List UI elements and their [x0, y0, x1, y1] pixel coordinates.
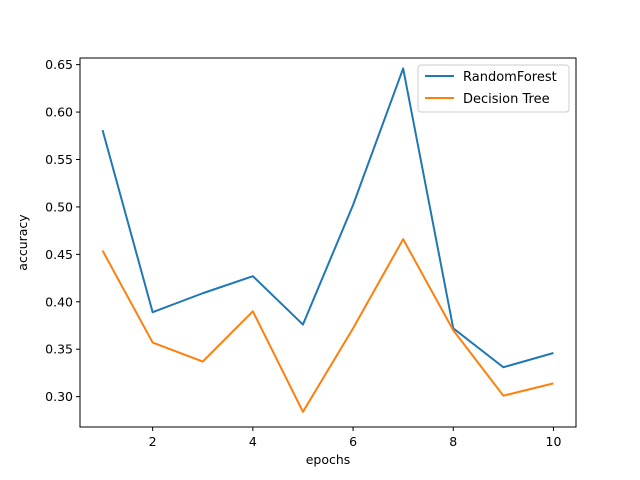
y-tick-label: 0.60 [45, 105, 73, 120]
series-lines [101, 67, 554, 413]
y-tick-label: 0.55 [45, 152, 73, 167]
x-axis-ticks: 2 4 6 8 10 [149, 427, 562, 449]
x-tick-label: 2 [149, 434, 157, 449]
y-axis-ticks: 0.30 0.35 0.40 0.45 0.50 0.55 0.60 0.65 [45, 57, 80, 404]
legend: RandomForest Decision Tree [417, 64, 570, 113]
y-tick-label: 0.35 [45, 342, 73, 357]
x-tick-label: 4 [249, 434, 257, 449]
y-tick-label: 0.30 [45, 389, 73, 404]
series-line-0 [101, 67, 554, 369]
series-line-1 [101, 238, 554, 413]
y-axis-label: accuracy [15, 214, 30, 271]
x-tick-label: 10 [546, 434, 562, 449]
x-axis-label: epochs [306, 452, 351, 467]
plot-area-frame [79, 57, 577, 428]
y-tick-label: 0.65 [45, 57, 73, 72]
x-tick-label: 8 [449, 434, 457, 449]
legend-label-1: Decision Tree [463, 92, 550, 107]
x-tick-label: 6 [349, 434, 357, 449]
legend-box [417, 64, 570, 113]
legend-label-0: RandomForest [463, 70, 557, 85]
y-tick-label: 0.45 [45, 247, 73, 262]
y-tick-label: 0.50 [45, 199, 73, 214]
y-tick-label: 0.40 [45, 294, 73, 309]
